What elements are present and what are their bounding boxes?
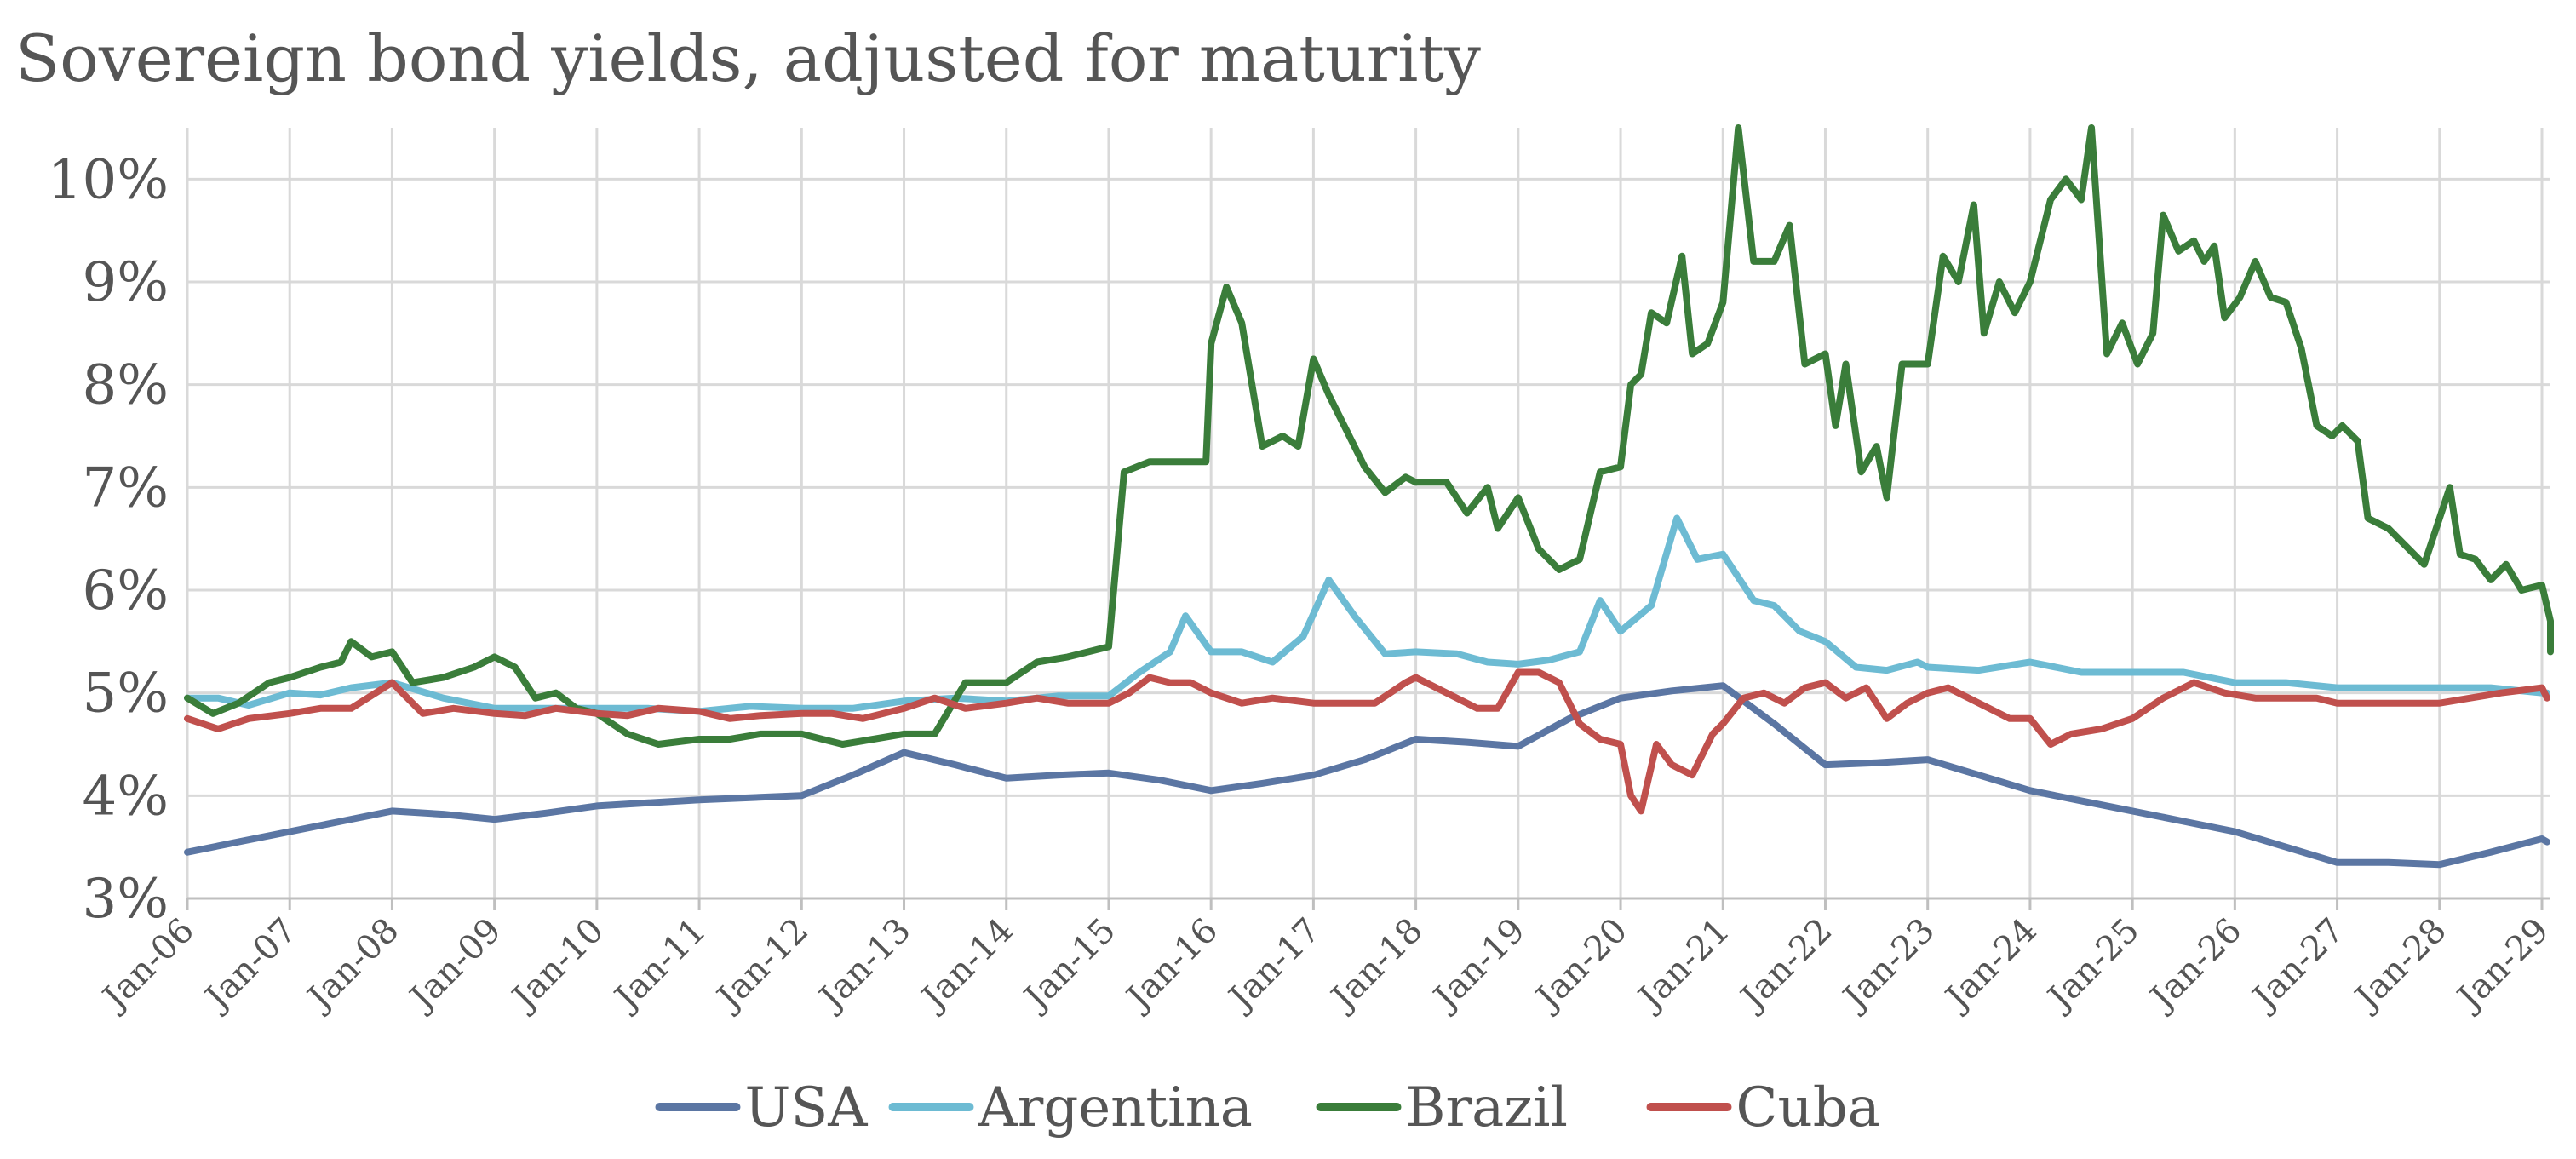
x-tick-label: Jan-08 xyxy=(298,911,406,1019)
series-line-cuba xyxy=(184,668,2550,815)
x-tick-label: Jan-23 xyxy=(1833,911,1942,1019)
y-tick-label: 10% xyxy=(48,148,169,211)
x-tick-label: Jan-20 xyxy=(1527,911,1635,1019)
x-axis-ticks: Jan-06Jan-07Jan-08Jan-09Jan-10Jan-11Jan-… xyxy=(94,911,2556,1019)
x-tick-label: Jan-09 xyxy=(400,911,508,1019)
x-tick-label: Jan-28 xyxy=(2346,911,2454,1019)
y-tick-label: 6% xyxy=(82,559,169,623)
x-tick-label: Jan-14 xyxy=(912,911,1020,1019)
y-tick-label: 9% xyxy=(82,251,169,314)
legend: USA Argentina Brazil Cuba xyxy=(655,1076,1880,1139)
series-line-usa xyxy=(184,682,2550,869)
y-tick-label: 3% xyxy=(82,868,169,931)
x-tick-label: Jan-11 xyxy=(605,911,714,1019)
x-tick-label: Jan-10 xyxy=(503,911,611,1019)
series-line-brazil xyxy=(184,124,2554,748)
x-tick-label: Jan-17 xyxy=(1219,911,1328,1019)
x-tick-label: Jan-29 xyxy=(2448,911,2556,1019)
x-tick-label: Jan-27 xyxy=(2243,911,2351,1019)
x-tick-label: Jan-25 xyxy=(2039,911,2147,1019)
x-tick-label: Jan-16 xyxy=(1117,911,1225,1019)
grid xyxy=(186,128,2550,910)
x-tick-label: Jan-12 xyxy=(708,911,816,1019)
legend-label-cuba: Cuba xyxy=(1736,1076,1880,1139)
legend-label-usa: USA xyxy=(745,1076,869,1139)
x-tick-label: Jan-07 xyxy=(196,911,304,1019)
series-line-argentina xyxy=(184,514,2550,715)
series-lines xyxy=(184,124,2554,869)
legend-label-brazil: Brazil xyxy=(1406,1076,1568,1139)
x-tick-label: Jan-18 xyxy=(1322,911,1430,1019)
y-tick-label: 8% xyxy=(82,354,169,417)
x-tick-label: Jan-15 xyxy=(1015,911,1123,1019)
x-tick-label: Jan-24 xyxy=(1936,911,2045,1019)
legend-label-argentina: Argentina xyxy=(978,1076,1253,1139)
x-tick-label: Jan-13 xyxy=(810,911,918,1019)
chart-title: Sovereign bond yields, adjusted for matu… xyxy=(15,20,1481,96)
y-axis-ticks: 3% 4% 5% 6% 7% 8% 9% 10% xyxy=(48,148,169,931)
y-tick-label: 7% xyxy=(82,456,169,519)
x-tick-label: Jan-19 xyxy=(1425,911,1533,1019)
y-tick-label: 5% xyxy=(82,663,169,726)
x-tick-label: Jan-22 xyxy=(1731,911,1839,1019)
y-tick-label: 4% xyxy=(82,765,169,828)
x-tick-label: Jan-26 xyxy=(2141,911,2249,1019)
x-tick-label: Jan-21 xyxy=(1629,911,1737,1019)
